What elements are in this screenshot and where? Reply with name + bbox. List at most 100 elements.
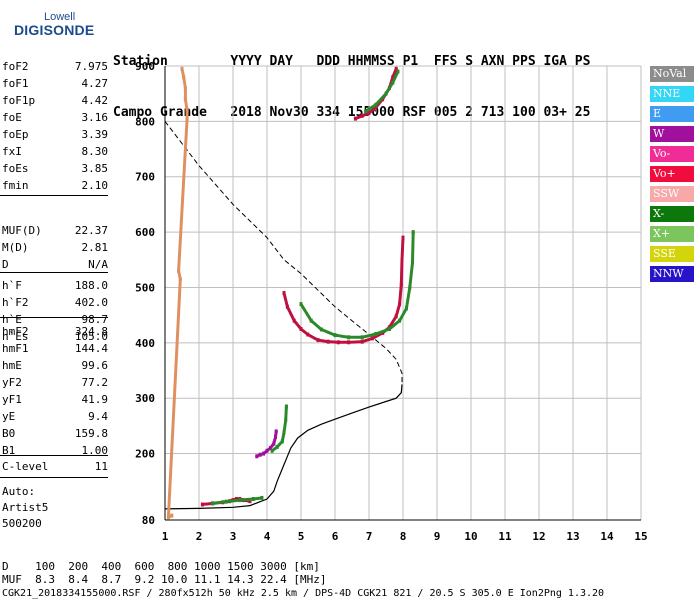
- param-label: yF2: [2, 376, 22, 389]
- param-label: M(D): [2, 241, 29, 254]
- param-value: 98.7: [81, 313, 109, 326]
- trace-scatter-point: [180, 66, 184, 71]
- param-row-fmin: fmin 2.10: [0, 177, 108, 194]
- legend-item-nne: NNE: [650, 86, 694, 102]
- param-row-foes: foEs 3.85: [0, 160, 108, 177]
- trace-multi-hop-point: [374, 105, 378, 110]
- trace-x-trace-point: [398, 318, 402, 323]
- param-value: 99.6: [81, 359, 109, 372]
- param-label: foEp: [2, 128, 29, 141]
- param-value: 188.0: [74, 279, 108, 292]
- trace-f1-x-trace-point: [270, 448, 274, 453]
- trace-f1-x-trace-point: [282, 430, 286, 435]
- trace-f1-x-trace-point: [280, 439, 284, 444]
- y-tick-label: 700: [135, 171, 155, 184]
- trace-f1-trace-point: [272, 441, 276, 446]
- logo-digisonde: DIGISONDE: [14, 22, 95, 38]
- x-tick-label: 15: [634, 530, 647, 543]
- trace-x-trace-point: [309, 318, 313, 323]
- trace-f1-trace-point: [265, 448, 269, 453]
- trace-x-trace-point: [411, 230, 415, 235]
- trace-x-trace-point: [411, 260, 414, 265]
- legend-item-nnw: NNW: [650, 266, 694, 282]
- param-label: fxI: [2, 145, 22, 158]
- panel-separator: [0, 195, 108, 196]
- x-tick-label: 9: [434, 530, 441, 543]
- param-label: C-level: [2, 460, 49, 473]
- trace-f1-trace-point: [274, 429, 278, 434]
- param-row-hmf2: hmF2 324.8: [0, 323, 108, 340]
- legend-item-sse: SSE: [650, 246, 694, 262]
- trace-multi-hop-x-point: [374, 102, 378, 107]
- param-label: yE: [2, 410, 16, 423]
- auto-scaling-line: 500200: [2, 517, 42, 530]
- trace-o-trace-point: [394, 314, 398, 319]
- x-tick-label: 5: [298, 530, 305, 543]
- param-label: yF1: [2, 393, 22, 406]
- trace-x-trace-line: [299, 230, 415, 339]
- param-value: 11: [94, 460, 108, 473]
- param-value: 4.42: [81, 94, 109, 107]
- param-row-m-d-: M(D) 2.81: [0, 239, 108, 256]
- profile-solid-line: [164, 384, 403, 510]
- param-label: B0: [2, 427, 16, 440]
- y-tick-label: 300: [135, 392, 155, 405]
- trace-x-trace-point: [387, 327, 391, 331]
- panel-separator: [0, 477, 108, 478]
- param-value: 3.39: [81, 128, 109, 141]
- trace-o-trace-point: [326, 339, 330, 344]
- x-tick-label: 10: [464, 530, 477, 543]
- x-tick-label: 6: [332, 530, 339, 543]
- trace-x-trace-point: [347, 335, 351, 340]
- legend-item-e: E: [650, 106, 694, 122]
- trace-o-trace-point: [399, 282, 403, 287]
- param-label: foEs: [2, 162, 29, 175]
- trace-o-trace-point: [306, 332, 310, 337]
- param-row-yf1: yF1 41.9: [0, 391, 108, 408]
- trace-multi-hop-point: [360, 113, 364, 118]
- header-row-labels: Station YYYY DAY DDD HHMMSS P1 FFS S AXN…: [113, 54, 591, 69]
- trace-o-trace-point: [400, 257, 404, 262]
- param-row-h-f: h`F 188.0: [0, 277, 108, 294]
- param-row-h-f2: h`F2 402.0: [0, 294, 108, 311]
- trace-scatter-point: [185, 116, 189, 121]
- trace-x-trace-point: [333, 333, 337, 338]
- legend-item-w: W: [650, 126, 694, 142]
- y-tick-label: 600: [135, 226, 155, 239]
- param-row-muf-d-: MUF(D) 22.37: [0, 222, 108, 239]
- param-value: 159.8: [74, 427, 108, 440]
- trace-multi-hop-point: [394, 66, 398, 71]
- param-row-b1: B1 1.00: [0, 442, 108, 459]
- trace-multi-hop-point: [391, 75, 395, 80]
- param-label: hmF2: [2, 325, 29, 338]
- trace-es-trace-point: [224, 499, 228, 504]
- param-label: foF1p: [2, 94, 36, 107]
- param-label: B1: [2, 444, 16, 457]
- trace-scatter-point: [183, 86, 187, 91]
- x-tick-label: 3: [230, 530, 237, 543]
- param-label: fmin: [2, 179, 29, 192]
- trace-x-trace-point: [374, 332, 378, 336]
- param-value: 3.85: [81, 162, 109, 175]
- param-value: 144.4: [74, 342, 108, 355]
- trace-o-trace-line: [282, 236, 405, 344]
- trace-multi-hop-point: [353, 116, 357, 121]
- legend-item-ssw: SSW: [650, 186, 694, 202]
- param-value: 105.0: [74, 330, 108, 343]
- x-tick-label: 12: [532, 530, 545, 543]
- trace-f1-trace-point: [255, 454, 259, 459]
- param-value: 77.2: [81, 376, 109, 389]
- panel-separator: [0, 455, 108, 456]
- trace-es-trace-point: [251, 497, 255, 501]
- trace-es-trace-point: [260, 495, 264, 500]
- param-value: 402.0: [74, 296, 108, 309]
- trace-multi-hop-point: [367, 111, 371, 116]
- x-tick-label: 7: [366, 530, 373, 543]
- ionogram-chart: 1 2 3 4 5 6 7 8 9 10 11 12 13 14 158020030040050060070…: [135, 60, 648, 543]
- param-label: h`F2: [2, 296, 29, 309]
- trace-o-trace-point: [299, 327, 303, 331]
- legend-item-vo-: Vo-: [650, 146, 694, 162]
- trace-multi-hop-x-point: [384, 91, 388, 96]
- param-row-hme: hmE 99.6: [0, 357, 108, 374]
- param-row-foe: foE 3.16: [0, 109, 108, 126]
